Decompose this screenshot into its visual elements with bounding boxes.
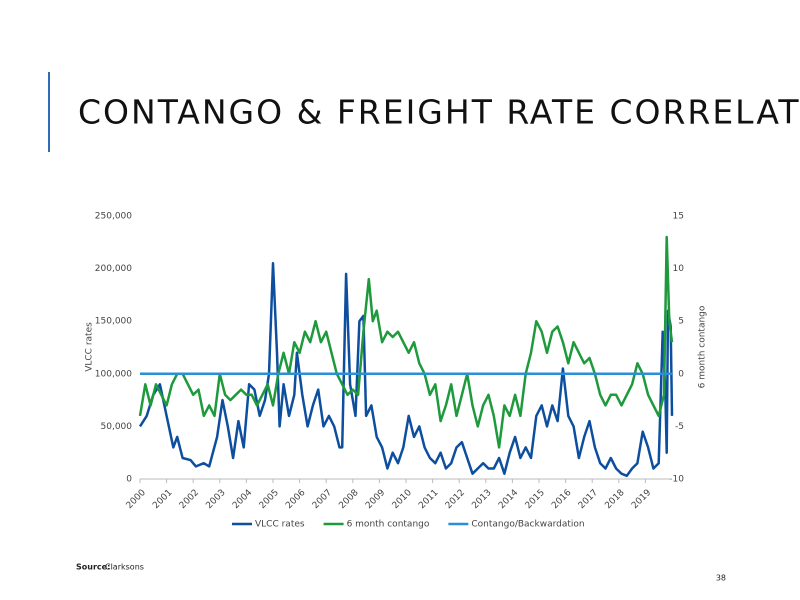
y-tick-label: 150,000: [95, 317, 132, 327]
legend-label: VLCC rates: [255, 520, 305, 530]
x-tick-label: 2018: [603, 488, 626, 511]
x-tick-label: 2017: [577, 488, 600, 511]
x-tick-label: 2016: [550, 488, 573, 511]
y-tick-label: 0: [126, 475, 132, 485]
y2-tick-label: 5: [678, 317, 684, 327]
y2-axis-label: 6 month contango: [698, 305, 708, 388]
y2-tick-label: 15: [673, 212, 684, 222]
legend-label: 6 month contango: [347, 520, 430, 530]
x-tick-label: 2006: [284, 488, 307, 511]
x-tick-label: 2007: [311, 488, 334, 511]
x-tick-label: 2015: [524, 488, 547, 511]
x-tick-label: 2001: [151, 488, 174, 511]
legend-label: Contango/Backwardation: [471, 520, 584, 530]
y-tick-label: 250,000: [95, 212, 132, 222]
x-tick-label: 2019: [630, 488, 653, 511]
y-tick-label: 50,000: [101, 422, 133, 432]
y-tick-label: 100,000: [95, 369, 132, 379]
source-label: Source:: [76, 563, 110, 572]
series-line: [138, 235, 674, 449]
y-axis-label: VLCC rates: [85, 322, 95, 372]
page-number: 38: [716, 574, 726, 583]
x-tick-label: 2003: [204, 488, 227, 511]
x-tick-label: 2010: [391, 488, 414, 511]
source: Clarksons: [105, 563, 144, 572]
x-tick-label: 2013: [470, 488, 493, 511]
y-tick-label: 200,000: [95, 264, 132, 274]
y2-tick-label: 10: [673, 264, 685, 274]
y2-tick-label: -10: [669, 475, 684, 485]
x-tick-label: 2000: [125, 488, 148, 511]
x-tick-label: 2002: [178, 488, 201, 511]
title-accent: [48, 72, 50, 152]
x-tick-label: 2014: [497, 488, 520, 511]
series-line: [138, 262, 674, 478]
y2-tick-label: 0: [678, 369, 684, 379]
slide-title: CONTANGO & FREIGHT RATE CORRELATION: [78, 93, 800, 132]
y2-tick-label: -5: [675, 422, 684, 432]
x-tick-label: 2005: [258, 488, 281, 511]
x-tick-label: 2011: [417, 488, 440, 511]
x-tick-label: 2012: [444, 488, 467, 511]
x-tick-label: 2004: [231, 488, 254, 511]
x-tick-label: 2008: [337, 488, 360, 511]
x-tick-label: 2009: [364, 488, 387, 511]
